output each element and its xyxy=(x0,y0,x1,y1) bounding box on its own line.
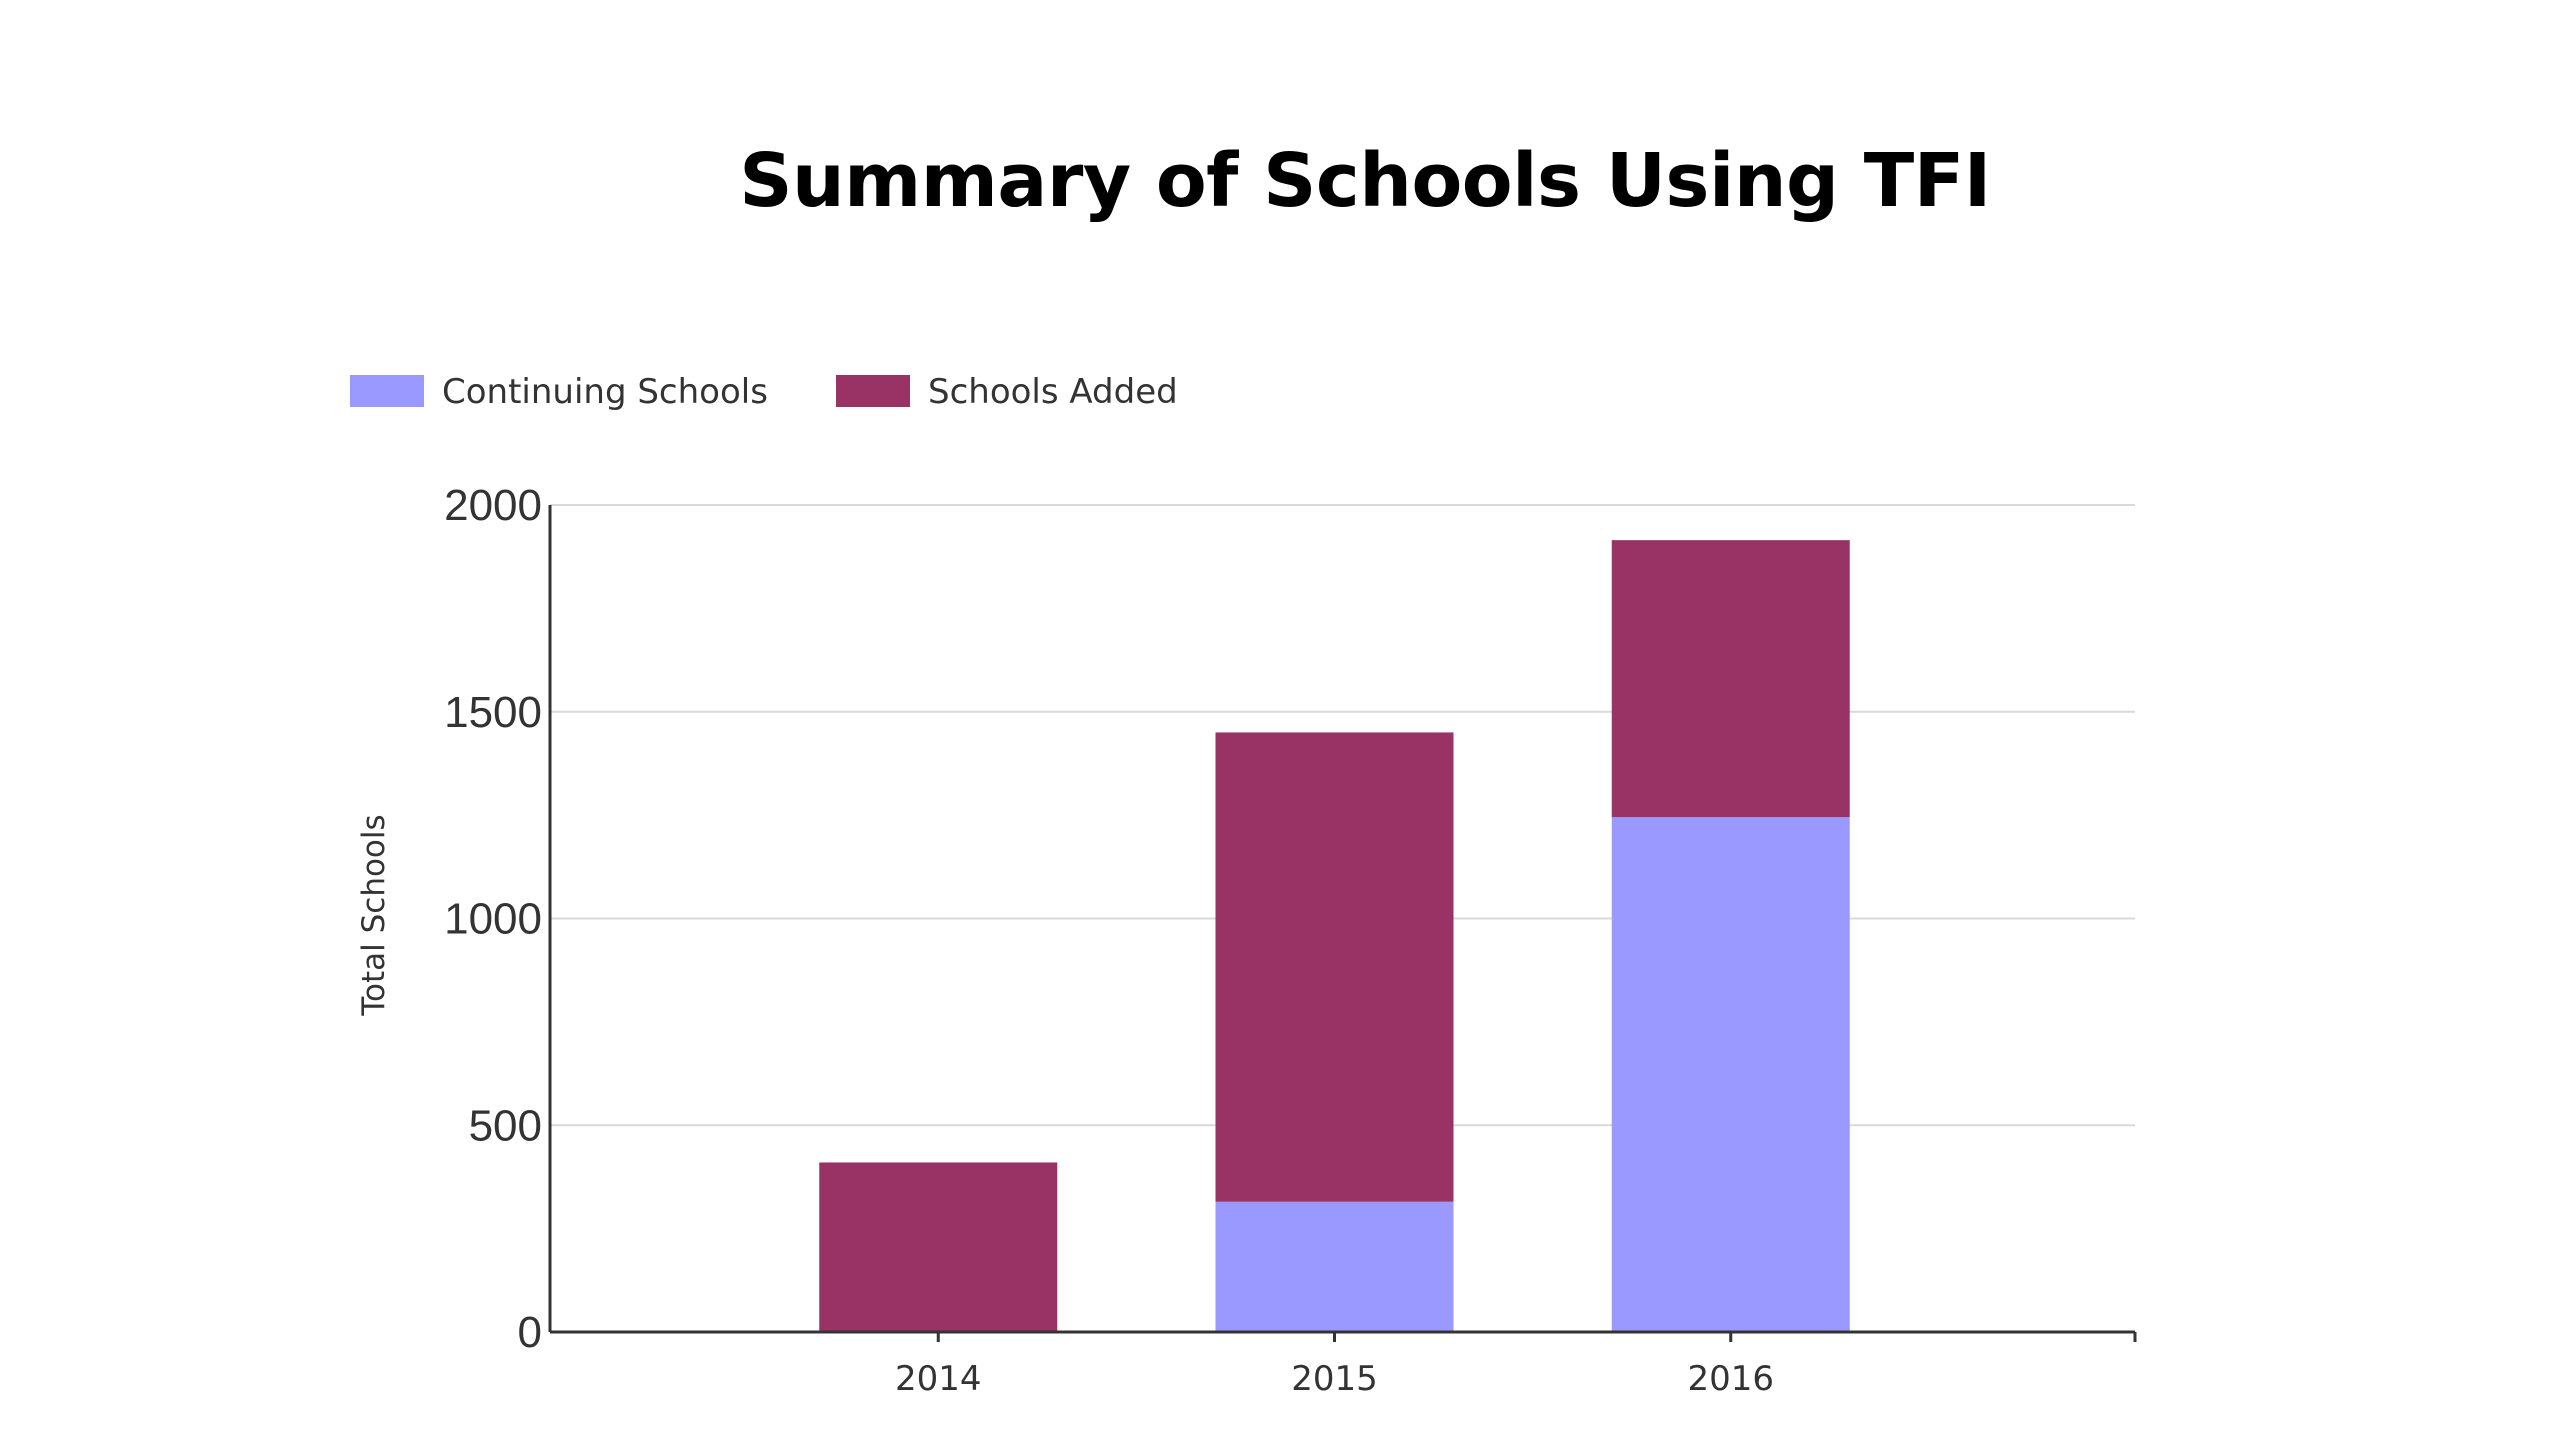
bar-segment-added-2014 xyxy=(819,1162,1058,1332)
y-tick-label: 1500 xyxy=(444,688,542,737)
chart-title: Summary of Schools Using TFI xyxy=(739,138,1991,224)
bar-segment-added-2016 xyxy=(1611,540,1850,818)
y-tick-label: 500 xyxy=(469,1101,542,1150)
legend-swatch-continuing xyxy=(350,375,424,407)
axes xyxy=(548,505,2137,1342)
bars xyxy=(819,540,1850,1332)
x-tick-label: 2014 xyxy=(895,1359,982,1399)
bar-segment-added-2015 xyxy=(1215,732,1454,1202)
legend-label-added: Schools Added xyxy=(928,372,1178,412)
x-tick-label: 2015 xyxy=(1291,1359,1378,1399)
legend-swatch-added xyxy=(836,375,910,407)
legend-label-continuing: Continuing Schools xyxy=(442,372,768,412)
y-tick-label: 2000 xyxy=(444,481,542,530)
y-axis-title: Total Schools xyxy=(356,814,392,1016)
y-tick-label: 1000 xyxy=(444,895,542,944)
x-axis-ticks: 2014 2015 2016 xyxy=(895,1359,1774,1399)
bar-segment-continuing-2015 xyxy=(1215,1201,1454,1332)
y-axis-ticks: 0 500 1000 1500 2000 xyxy=(444,481,542,1357)
x-tick-label: 2016 xyxy=(1687,1359,1774,1399)
legend: Continuing Schools Schools Added xyxy=(350,372,1178,412)
bar-segment-continuing-2016 xyxy=(1611,817,1850,1332)
y-tick-label: 0 xyxy=(518,1308,542,1357)
